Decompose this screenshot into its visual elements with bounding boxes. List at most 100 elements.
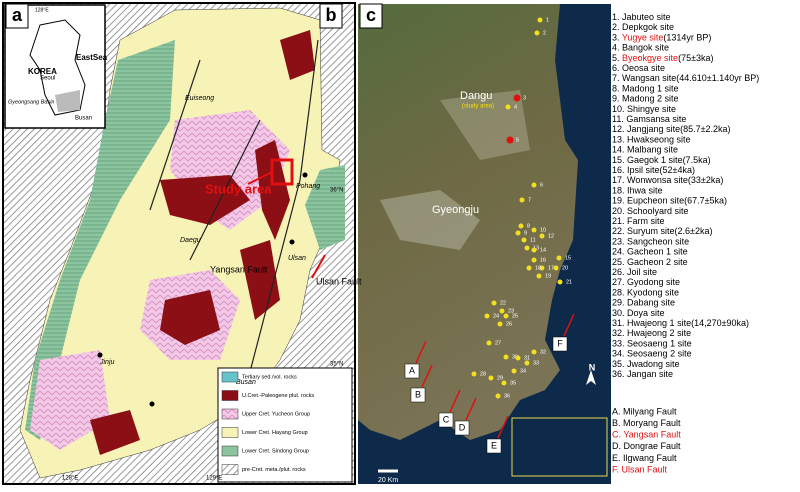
- site-entry: 6. Oeosa site: [612, 63, 665, 73]
- label: 30: [512, 354, 518, 360]
- site-entry: 36. Jangan site: [612, 369, 673, 379]
- label: Lower Cret. Hayang Group: [242, 430, 308, 436]
- site-text: 16.: [612, 165, 625, 175]
- fault-arrow: [563, 313, 575, 337]
- label: 32: [540, 349, 546, 355]
- site-marker: [513, 94, 521, 102]
- site-text: 17.: [612, 176, 625, 186]
- site-text: 12.: [612, 125, 625, 135]
- label: Pohang: [296, 183, 320, 190]
- site-text: 30.: [612, 308, 625, 318]
- site-marker: [524, 245, 530, 251]
- fault-letter-box: [410, 387, 426, 403]
- label: 26: [506, 321, 512, 327]
- site-entry: 4. Bangok site: [612, 43, 669, 53]
- label: Euiseong: [185, 95, 214, 102]
- site-entry: 30. Doya site: [612, 308, 665, 318]
- label: 35°N: [330, 362, 343, 368]
- site-marker: [497, 321, 503, 327]
- site-text: 5.: [612, 53, 620, 63]
- site-marker: [486, 340, 492, 346]
- label: 20: [562, 265, 568, 271]
- label: 24: [493, 313, 499, 319]
- label: 15: [565, 255, 571, 261]
- site-text: Malbang site: [627, 145, 678, 155]
- city-dot: [97, 352, 103, 358]
- site-entry: 24. Gacheon 1 site: [612, 247, 688, 257]
- site-text: Hwakseong site: [627, 135, 691, 145]
- site-marker: [524, 360, 530, 366]
- label: D: [459, 422, 466, 432]
- site-text: Byeokgye site: [622, 53, 678, 63]
- label: Ulsan: [288, 255, 306, 262]
- label: Seoul: [40, 76, 55, 82]
- site-text: (75±3ka): [678, 53, 713, 63]
- site-entry: 9. Madong 2 site: [612, 94, 679, 104]
- fault-arrow: [415, 340, 427, 364]
- city-dot: [289, 239, 295, 245]
- site-text: 11.: [612, 114, 624, 124]
- site-text: Madong 1 site: [622, 84, 679, 94]
- label: b: [326, 5, 337, 25]
- site-text: 14.: [612, 145, 625, 155]
- label: C. Yangsan Fault: [612, 430, 681, 440]
- site-text: Hwajeong 1 site(14,270±90ka): [627, 318, 749, 328]
- city-dot: [302, 172, 308, 178]
- fault-arrow: [465, 397, 477, 421]
- site-marker: [536, 273, 542, 279]
- label: Dangu: [460, 90, 492, 102]
- site-text: Joil site: [627, 267, 657, 277]
- site-entry: 10. Shingye site: [612, 104, 676, 114]
- site-marker: [491, 300, 497, 306]
- site-text: 31.: [612, 318, 625, 328]
- site-marker: [506, 136, 514, 144]
- site-marker: [501, 380, 507, 386]
- label: 19: [545, 273, 551, 279]
- site-entry: 11. Gamsansa site: [612, 114, 686, 124]
- label: F. Ulsan Fault: [612, 464, 668, 474]
- site-entry: 2. Depkgok site: [612, 23, 674, 33]
- site-text: 9.: [612, 94, 620, 104]
- site-text: 13.: [612, 135, 625, 145]
- label: 128°E: [35, 7, 49, 13]
- site-text: 33.: [612, 339, 625, 349]
- label: 9: [524, 230, 527, 236]
- site-text: 24.: [612, 247, 625, 257]
- label: 8: [527, 223, 530, 229]
- site-marker: [531, 257, 537, 263]
- label: 6: [540, 182, 543, 188]
- label: 27: [495, 340, 501, 346]
- site-text: 10.: [612, 104, 625, 114]
- site-marker: [515, 355, 521, 361]
- label: KOREA: [28, 67, 57, 76]
- site-entry: 16. Ipsil site(52±4ka): [612, 165, 695, 175]
- site-text: 36.: [612, 369, 625, 379]
- north-arrow: [586, 370, 596, 385]
- label: 36°N: [330, 188, 343, 194]
- label: Busan: [75, 116, 92, 122]
- legend-box: [217, 367, 353, 483]
- site-marker: [484, 313, 490, 319]
- label: 17: [548, 265, 554, 271]
- label: 25: [512, 313, 518, 319]
- label: EastSea: [76, 53, 108, 62]
- label: Busan: [236, 379, 256, 386]
- site-entry: 1. Jabuteo site: [612, 12, 671, 22]
- site-text: Suryum site(2.6±2ka): [627, 227, 712, 237]
- site-text: 15.: [612, 155, 625, 165]
- label: (study area): [462, 104, 494, 110]
- fault-arrow: [421, 364, 433, 388]
- site-text: Gyodong site: [627, 278, 680, 288]
- site-text: Gacheon 2 site: [627, 257, 688, 267]
- site-marker: [521, 237, 527, 243]
- site-marker: [499, 308, 505, 314]
- site-text: Kyodong site: [627, 288, 679, 298]
- legend-swatch: [221, 390, 239, 401]
- label: 22: [500, 300, 506, 306]
- label: B: [415, 389, 421, 399]
- fault-letter-box: [438, 412, 454, 428]
- label: 128°E: [62, 476, 78, 482]
- site-text: 25.: [612, 257, 625, 267]
- site-marker: [519, 197, 525, 203]
- site-entry: 17. Wonwonsa site(33±2ka): [612, 176, 723, 186]
